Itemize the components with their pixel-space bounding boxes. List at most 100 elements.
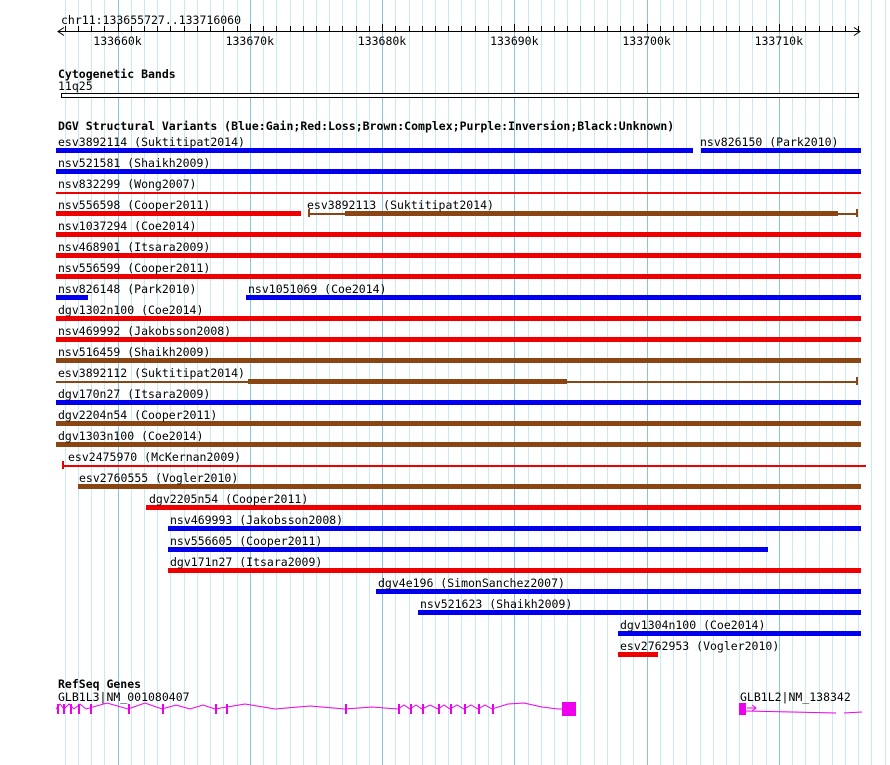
variant-label[interactable]: nsv556605 (Cooper2011) <box>170 534 323 548</box>
variant-label[interactable]: nsv469993 (Jakobsson2008) <box>170 513 344 527</box>
variant-label[interactable]: nsv826148 (Park2010) <box>58 282 197 296</box>
strand-arrow-icon <box>747 704 757 712</box>
gene-glyph-glb1l3[interactable] <box>55 702 576 716</box>
ruler-tick <box>183 26 185 32</box>
variant-label[interactable]: dgv1303n100 (Coe2014) <box>58 429 204 443</box>
dgv-row: esv3892114 (Suktitipat2014) nsv826150 (Pa… <box>0 136 890 157</box>
variant-label[interactable]: dgv170n27 (Itsara2009) <box>58 387 211 401</box>
variant-label[interactable]: esv3892112 (Suktitipat2014) <box>58 366 245 380</box>
variant-line <box>62 465 866 467</box>
variant-label[interactable]: dgv1304n100 (Coe2014) <box>620 618 766 632</box>
ruler-tick <box>382 24 383 32</box>
variant-bar[interactable] <box>345 211 838 216</box>
ruler-tick <box>501 26 503 32</box>
dgv-row: nsv826148 (Park2010) nsv1051069 (Coe2014) <box>0 283 890 304</box>
variant-bar[interactable] <box>168 526 861 531</box>
variant-bar[interactable] <box>618 631 861 636</box>
ruler-tick <box>64 26 66 32</box>
variant-line <box>56 192 861 194</box>
ruler-tick <box>329 26 331 32</box>
variant-bar[interactable] <box>246 295 861 300</box>
variant-label[interactable]: esv3892114 (Suktitipat2014) <box>58 135 245 149</box>
variant-bar[interactable] <box>56 337 861 342</box>
variant-bar[interactable] <box>56 148 693 153</box>
ruler-tick <box>170 26 172 32</box>
variant-bar[interactable] <box>56 421 861 426</box>
variant-label[interactable]: nsv521581 (Shaikh2009) <box>58 156 211 170</box>
variant-label[interactable]: esv2762953 (Vogler2010) <box>620 639 780 653</box>
dgv-row: nsv469992 (Jakobsson2008) <box>0 325 890 346</box>
dgv-row: dgv170n27 (Itsara2009) <box>0 388 890 409</box>
ruler-tick <box>263 26 264 32</box>
variant-bar[interactable] <box>248 379 567 384</box>
variant-label[interactable]: nsv468901 (Itsara2009) <box>58 240 211 254</box>
variant-label[interactable]: nsv521623 (Shaikh2009) <box>420 597 573 611</box>
ruler-tick <box>858 26 860 32</box>
cytogenetic-bands-header: Cytogenetic Bands <box>58 67 176 81</box>
variant-label[interactable]: esv2760555 (Vogler2010) <box>79 471 239 485</box>
variant-bar[interactable] <box>56 169 861 174</box>
ruler-tick <box>554 26 555 32</box>
dgv-row: dgv2205n54 (Cooper2011) <box>0 493 890 514</box>
variant-label[interactable]: nsv832299 (Wong2007) <box>58 177 197 191</box>
variant-label[interactable]: esv2475970 (McKernan2009) <box>68 450 242 464</box>
variant-label[interactable]: nsv556599 (Cooper2011) <box>58 261 211 275</box>
dgv-row: dgv171n27 (Itsara2009) <box>0 556 890 577</box>
variant-bar[interactable] <box>56 274 861 279</box>
ruler-tick <box>580 26 582 32</box>
variant-label[interactable]: nsv556598 (Cooper2011) <box>58 198 211 212</box>
variant-bar[interactable] <box>418 610 861 615</box>
variant-bar[interactable] <box>56 211 301 216</box>
ruler-tick <box>302 26 304 32</box>
variant-label[interactable]: dgv2204n54 (Cooper2011) <box>58 408 218 422</box>
dgv-row: esv2475970 (McKernan2009) <box>0 451 890 472</box>
gene-label-glb1l2[interactable]: GLB1L2|NM_138342 <box>740 690 851 704</box>
variant-label[interactable]: dgv1302n100 (Coe2014) <box>58 303 204 317</box>
variant-label[interactable]: nsv516459 (Shaikh2009) <box>58 345 211 359</box>
variant-bar[interactable] <box>56 232 861 237</box>
dgv-row: esv2760555 (Vogler2010) <box>0 472 890 493</box>
dgv-row: nsv516459 (Shaikh2009) <box>0 346 890 367</box>
ruler-tick <box>91 26 93 32</box>
ruler-tick <box>355 26 357 32</box>
variant-bar[interactable] <box>78 484 861 489</box>
variant-label[interactable]: nsv826150 (Park2010) <box>700 135 839 149</box>
variant-bar[interactable] <box>56 442 861 447</box>
dgv-rows: esv3892114 (Suktitipat2014) nsv826150 (Pa… <box>0 136 890 662</box>
ruler-tick <box>435 26 436 32</box>
ruler-tick <box>765 26 767 32</box>
variant-bar[interactable] <box>56 253 861 258</box>
variant-label[interactable]: nsv469992 (Jakobsson2008) <box>58 324 232 338</box>
ruler-tick <box>196 26 198 32</box>
ruler-tick <box>593 26 595 32</box>
variant-label[interactable]: nsv1051069 (Coe2014) <box>248 282 387 296</box>
gene-label-glb1l3[interactable]: GLB1L3|NM_001080407 <box>58 690 190 704</box>
variant-label[interactable]: nsv1037294 (Coe2014) <box>58 219 197 233</box>
dgv-row: dgv2204n54 (Cooper2011) <box>0 409 890 430</box>
ruler-tick <box>210 26 212 32</box>
variant-bar[interactable] <box>56 400 861 405</box>
variant-label[interactable]: dgv171n27 (Itsara2009) <box>170 555 323 569</box>
cytoband-box[interactable] <box>61 93 859 98</box>
variant-label[interactable]: dgv4e196 (SimonSanchez2007) <box>378 576 565 590</box>
variant-bar[interactable] <box>56 295 88 300</box>
variant-bar[interactable] <box>701 148 861 153</box>
dgv-row: dgv4e196 (SimonSanchez2007) <box>0 577 890 598</box>
variant-bar[interactable] <box>618 652 658 657</box>
terminal-exon-box[interactable] <box>562 702 576 716</box>
ruler-tick <box>289 26 291 32</box>
variant-bar[interactable] <box>376 589 861 594</box>
variant-label[interactable]: esv3892113 (Suktitipat2014) <box>307 198 494 212</box>
variant-bar[interactable] <box>146 505 861 510</box>
ruler-tick <box>223 26 225 32</box>
variant-bar[interactable] <box>168 547 768 552</box>
dgv-row: nsv556605 (Cooper2011) <box>0 535 890 556</box>
variant-label[interactable]: dgv2205n54 (Cooper2011) <box>149 492 309 506</box>
variant-bar[interactable] <box>56 358 861 363</box>
dgv-track-header: DGV Structural Variants (Blue:Gain;Red:L… <box>58 119 675 133</box>
ruler-tick <box>606 26 608 32</box>
variant-bar[interactable] <box>56 316 861 321</box>
gene-glyph-glb1l2[interactable] <box>739 703 863 715</box>
variant-bar[interactable] <box>168 568 861 573</box>
ruler-tick <box>130 26 132 32</box>
